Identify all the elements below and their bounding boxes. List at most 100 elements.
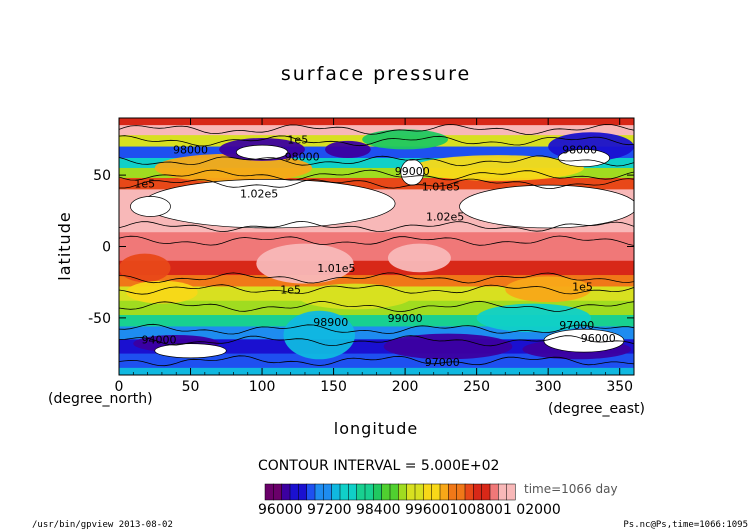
x-tick-label: 100 bbox=[249, 379, 276, 395]
colorbar-swatch bbox=[314, 483, 324, 501]
pressure-feature bbox=[256, 243, 354, 284]
footer-left: /usr/bin/gpview 2013-08-02 bbox=[32, 520, 173, 530]
colorbar-swatch bbox=[439, 483, 449, 501]
colorbar-swatch bbox=[281, 483, 291, 501]
masked-region bbox=[130, 196, 171, 217]
x-tick-label: 50 bbox=[182, 379, 200, 395]
contour-labels: 98000 1e5 98000 1e5 1.02e5 99000 1.01e5 98000 1.… bbox=[134, 133, 615, 369]
x-tick-label: 150 bbox=[320, 379, 347, 395]
x-tick-label: 200 bbox=[392, 379, 419, 395]
colorbar-swatch bbox=[423, 483, 433, 501]
colorbar-swatch bbox=[489, 483, 499, 501]
contour-line bbox=[119, 220, 634, 233]
masked-region bbox=[459, 184, 634, 229]
pressure-feature bbox=[505, 276, 592, 303]
pressure-feature bbox=[325, 140, 371, 158]
contour-label: 1.01e5 bbox=[317, 262, 355, 275]
footer-right: Ps.nc@Ps,time=1066:1095 bbox=[623, 520, 748, 530]
colorbar-swatch bbox=[464, 483, 474, 501]
contour-label: 98000 bbox=[285, 151, 320, 164]
colorbar-swatch bbox=[273, 483, 283, 501]
masked-region bbox=[235, 144, 289, 160]
y-axis: 50 0 -50 bbox=[88, 168, 634, 327]
colorbar-swatch bbox=[264, 483, 274, 501]
y-axis-title: latitude bbox=[55, 211, 74, 280]
pressure-feature bbox=[154, 153, 313, 183]
masked-region bbox=[557, 149, 611, 167]
colorbar-swatch bbox=[356, 483, 366, 501]
x-tick-label: 250 bbox=[463, 379, 490, 395]
contour-line bbox=[119, 135, 634, 147]
contour-label: 1.02e5 bbox=[240, 188, 278, 201]
colorbar-swatch bbox=[406, 483, 416, 501]
contour-line bbox=[119, 155, 634, 167]
contour-label: 1.02e5 bbox=[426, 211, 464, 224]
contour-line bbox=[119, 300, 634, 313]
pressure-band bbox=[119, 157, 634, 169]
contour-label: 1e5 bbox=[287, 133, 308, 146]
contour-line bbox=[119, 178, 634, 190]
colorbar-swatch bbox=[348, 483, 358, 501]
contour-label: 96000 bbox=[581, 332, 616, 345]
time-label: time=1066 day bbox=[524, 482, 618, 496]
pressure-band bbox=[119, 246, 634, 262]
colorbar-swatch bbox=[398, 483, 408, 501]
colorbar-swatch bbox=[381, 483, 391, 501]
x-unit-label: (degree_east) bbox=[548, 401, 645, 417]
colorbar-swatch bbox=[298, 483, 308, 501]
contour-label: 1e5 bbox=[572, 280, 593, 293]
pressure-band bbox=[119, 177, 634, 190]
colorbar-swatch bbox=[289, 483, 299, 501]
pressure-band bbox=[119, 232, 634, 247]
pressure-feature bbox=[387, 243, 451, 273]
colorbar-swatch bbox=[414, 483, 424, 501]
contour-line bbox=[119, 355, 634, 367]
pressure-feature bbox=[383, 333, 513, 360]
colorbar-swatch bbox=[498, 483, 508, 501]
masked-region bbox=[154, 343, 227, 359]
y-tick-label: -50 bbox=[88, 311, 111, 327]
x-axis: 0 50 100 150 200 250 300 350 bbox=[115, 118, 635, 395]
colorbar-swatch bbox=[331, 483, 341, 501]
pressure-feature bbox=[126, 280, 198, 304]
y-tick-label: 0 bbox=[102, 240, 111, 256]
pressure-band bbox=[119, 353, 634, 369]
colorbar-swatch bbox=[431, 483, 441, 501]
pressure-feature bbox=[412, 155, 584, 181]
contour-label: 1e5 bbox=[280, 283, 301, 296]
pressure-band bbox=[119, 167, 634, 179]
contour-label: 99000 bbox=[388, 312, 423, 325]
contour-line bbox=[119, 235, 634, 246]
colorbar-swatch bbox=[473, 483, 483, 501]
pressure-band bbox=[119, 118, 634, 126]
colorbar-swatch bbox=[339, 483, 349, 501]
x-tick-label: 350 bbox=[606, 379, 633, 395]
pressure-feature bbox=[283, 310, 356, 360]
colorbar-swatch bbox=[448, 483, 458, 501]
colorbar-swatch bbox=[373, 483, 383, 501]
contour-label: 1e5 bbox=[134, 178, 155, 191]
contour-label: 1.01e5 bbox=[422, 181, 460, 194]
contour-line bbox=[119, 323, 634, 335]
colorbar-swatch bbox=[456, 483, 466, 501]
contour-field bbox=[119, 118, 634, 375]
contour-label: 94000 bbox=[142, 333, 177, 346]
colorbar-swatch bbox=[323, 483, 333, 501]
x-axis-title: longitude bbox=[334, 419, 418, 438]
masked-region bbox=[142, 179, 396, 229]
contour-label: 99000 bbox=[395, 165, 430, 178]
y-unit-label: (degree_north) bbox=[48, 391, 153, 407]
pressure-band bbox=[119, 125, 634, 136]
colorbar-swatch bbox=[389, 483, 399, 501]
colorbar-swatch bbox=[306, 483, 316, 501]
contour-label: 98900 bbox=[313, 316, 348, 329]
pressure-feature bbox=[297, 283, 413, 310]
pressure-band bbox=[119, 367, 634, 375]
contour-lines bbox=[119, 123, 634, 367]
x-tick-label: 0 bbox=[115, 379, 124, 395]
colorbar-swatch bbox=[506, 483, 516, 501]
contour-line bbox=[119, 272, 634, 284]
colorbar-swatch bbox=[364, 483, 374, 501]
contour-label: 98000 bbox=[562, 143, 597, 156]
